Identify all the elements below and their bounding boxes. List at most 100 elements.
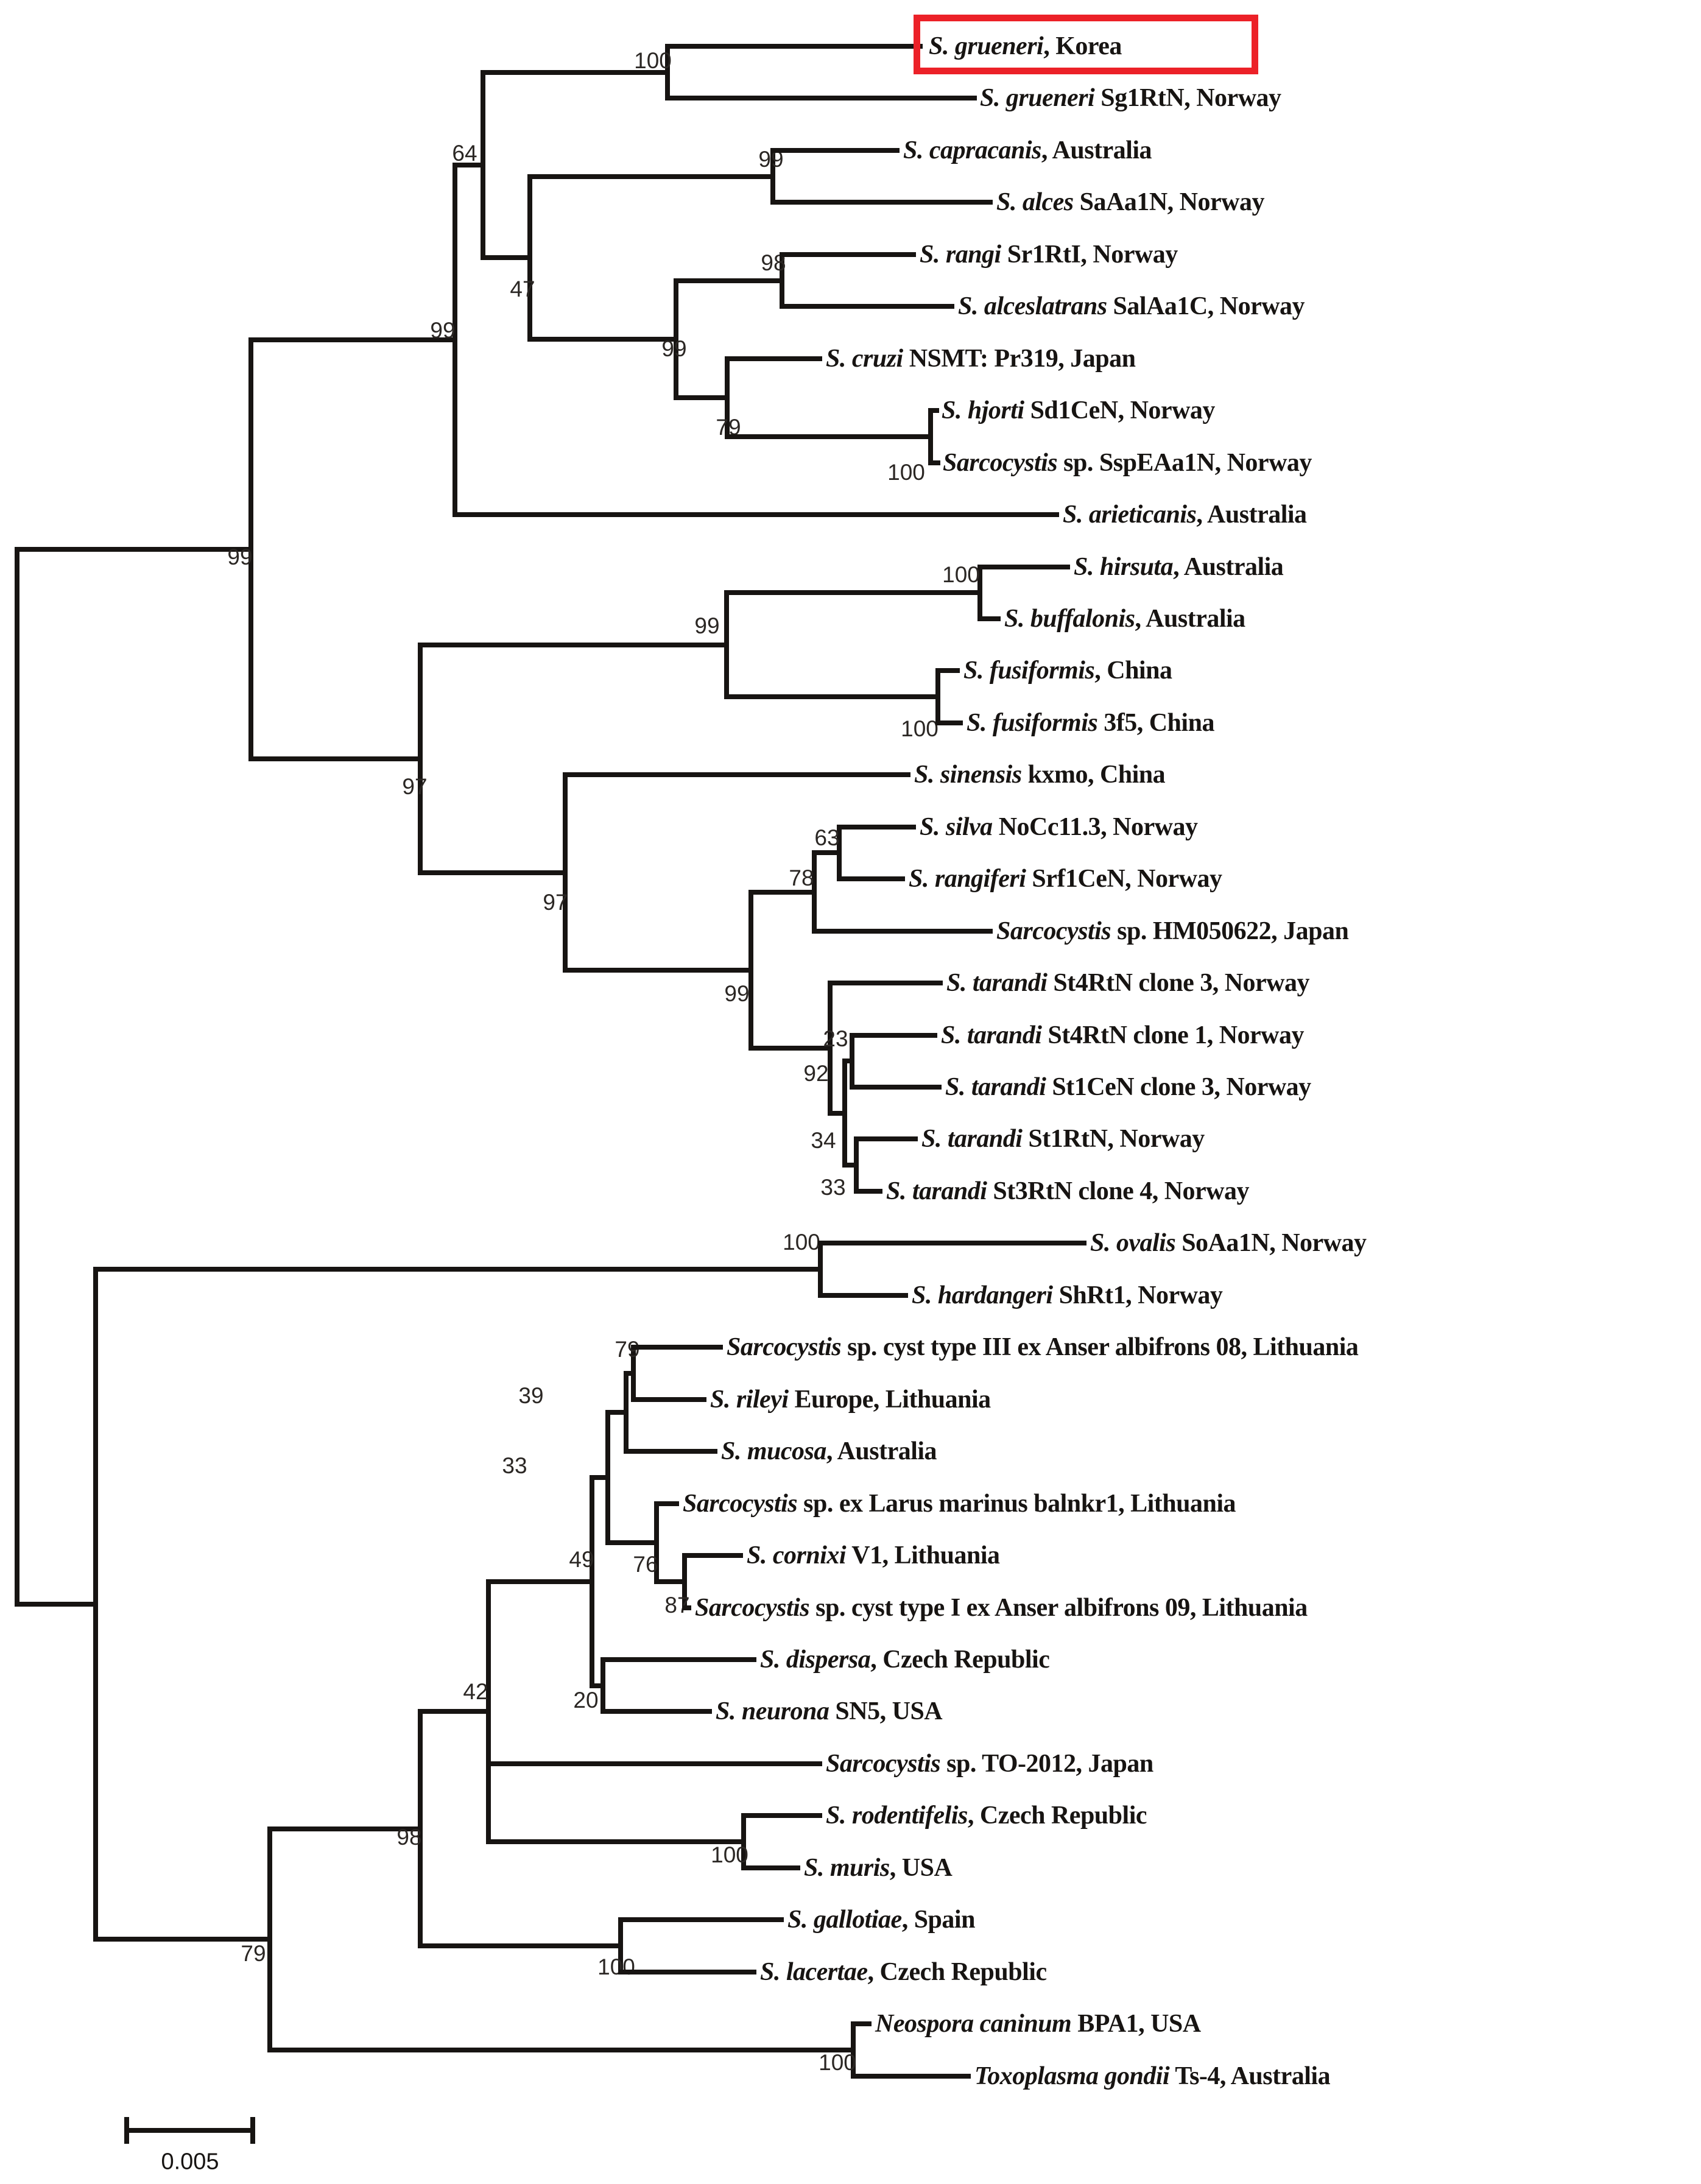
branch-line-h [977, 616, 1001, 621]
branch-line-h [418, 1709, 491, 1714]
branch-line-h [842, 1059, 854, 1064]
taxon-name-suffix: , Czech Republic [870, 1645, 1050, 1674]
branch-line-v [418, 1709, 423, 1948]
taxon-name-suffix: SN5, USA [829, 1697, 943, 1726]
taxon-name-italic: S. cruzi [826, 344, 903, 373]
taxon-name-suffix: sp. ex Larus marinus balnkr1, Lithuania [797, 1489, 1236, 1518]
taxon-name-italic: Sarcocystis [826, 1749, 941, 1778]
branch-line-h [15, 1602, 98, 1607]
taxon-label: S. rodentifelis, Czech Republic [826, 1798, 1147, 1833]
branch-line-h [818, 1292, 908, 1298]
taxon-label: S. neurona SN5, USA [716, 1694, 943, 1728]
branch-line-h [725, 434, 933, 439]
branch-line-h [770, 200, 993, 205]
branch-line-h [837, 876, 905, 882]
branch-line-v [842, 1059, 847, 1168]
branch-line-h [724, 590, 982, 596]
taxon-label: S. ovalis SoAa1N, Norway [1090, 1226, 1367, 1260]
taxon-name-suffix: Ts-4, Australia [1169, 2062, 1331, 2090]
branch-line-h [812, 928, 993, 934]
branch-line-v [850, 1032, 854, 1090]
taxon-name-italic: S. dispersa [760, 1645, 871, 1674]
taxon-name-suffix: St4RtN clone 1, Norway [1041, 1021, 1305, 1049]
branch-line-h [481, 255, 532, 261]
taxon-label: S. hirsuta, Australia [1074, 550, 1284, 584]
taxon-label: S. gallotiae, Spain [787, 1903, 975, 1937]
branch-line-v [724, 590, 729, 700]
branch-line-v [977, 564, 982, 621]
branch-line-h [818, 1241, 1086, 1246]
branch-line-h [935, 668, 960, 674]
bootstrap-value: 92 [803, 1061, 829, 1086]
taxon-name-suffix: , Korea [1043, 32, 1122, 60]
taxon-label: S. buffalonis, Australia [1004, 602, 1245, 636]
taxon-label: S. tarandi St4RtN clone 3, Norway [946, 966, 1310, 1000]
branch-line-h [842, 1163, 859, 1168]
bootstrap-value: 100 [901, 716, 939, 741]
branch-line-h [674, 395, 730, 400]
bootstrap-value: 100 [887, 460, 925, 485]
taxon-name-italic: S. tarandi [941, 1021, 1042, 1049]
bootstrap-value: 100 [597, 1954, 635, 1979]
taxon-name-italic: S. fusiformis [967, 708, 1098, 737]
bootstrap-value: 64 [452, 141, 477, 166]
taxon-label: S. cornixi V1, Lithuania [747, 1538, 1000, 1573]
taxon-name-suffix: , Australia [1196, 501, 1307, 529]
branch-line-h [854, 1136, 918, 1142]
taxon-name-italic: S. capracanis [903, 136, 1041, 164]
taxon-name-italic: S. grueneri [929, 32, 1044, 60]
branch-line-h [977, 564, 1070, 569]
taxon-label: S. silva NoCc11.3, Norway [920, 810, 1198, 844]
branch-line-h [851, 2073, 971, 2079]
scale-bar-label: 0.005 [161, 2149, 219, 2175]
taxon-label: Sarcocystis sp. TO-2012, Japan [826, 1747, 1153, 1781]
taxon-name-italic: S. hirsuta [1074, 552, 1174, 581]
taxon-name-suffix: NoCc11.3, Norway [992, 812, 1198, 841]
taxon-name-suffix: sp. SspEAa1N, Norway [1057, 448, 1312, 477]
taxon-name-italic: S. arieticanis [1063, 501, 1197, 529]
taxon-name-suffix: Srf1CeN, Norway [1026, 865, 1222, 893]
branch-line-h [267, 2047, 856, 2052]
taxon-name-suffix: sp. HM050622, Japan [1111, 917, 1349, 945]
branch-line-h [453, 162, 485, 167]
branch-line-v [770, 147, 775, 205]
taxon-name-italic: Sarcocystis [727, 1333, 842, 1362]
bootstrap-value: 47 [510, 277, 535, 301]
taxon-name-italic: Sarcocystis [996, 917, 1111, 945]
branch-line-v [605, 1410, 610, 1545]
bootstrap-value: 100 [942, 562, 980, 587]
taxon-label: S. rileyi Europe, Lithuania [710, 1383, 991, 1417]
bootstrap-value: 99 [661, 336, 687, 361]
branch-line-h [486, 1579, 594, 1584]
taxon-label: Toxoplasma gondii Ts-4, Australia [974, 2059, 1331, 2093]
branch-line-v [851, 2021, 856, 2079]
branch-line-h [928, 460, 940, 465]
branch-line-h [605, 1540, 659, 1545]
branch-line-h [93, 1937, 272, 1942]
branch-line-h [828, 981, 943, 986]
branch-line-v [837, 824, 842, 882]
branch-line-h [854, 1188, 882, 1194]
taxon-label: S. fusiformis, China [963, 653, 1172, 688]
branch-line-h [418, 642, 729, 647]
taxon-label: S. muris, USA [804, 1851, 953, 1885]
branch-line-h [527, 336, 678, 342]
branch-line-v [418, 642, 423, 875]
taxon-label: S. lacertae, Czech Republic [760, 1955, 1047, 1989]
branch-line-h [682, 1605, 691, 1610]
taxon-name-italic: S. mucosa [721, 1437, 826, 1466]
branch-line-v [15, 546, 19, 1607]
taxon-name-italic: S. silva [920, 812, 993, 841]
branch-line-h [486, 1761, 822, 1766]
branch-line-v [928, 408, 933, 465]
bootstrap-value: 78 [789, 865, 814, 890]
branch-line-h [780, 252, 916, 257]
bootstrap-value: 33 [820, 1175, 846, 1200]
branch-line-h [725, 356, 822, 361]
branch-line-h [631, 1397, 706, 1402]
branch-line-h [770, 147, 900, 153]
branch-line-h [481, 69, 670, 75]
taxon-name-suffix: Sr1RtI, Norway [1001, 240, 1178, 269]
taxon-label: S. tarandi St3RtN clone 4, Norway [886, 1174, 1250, 1208]
